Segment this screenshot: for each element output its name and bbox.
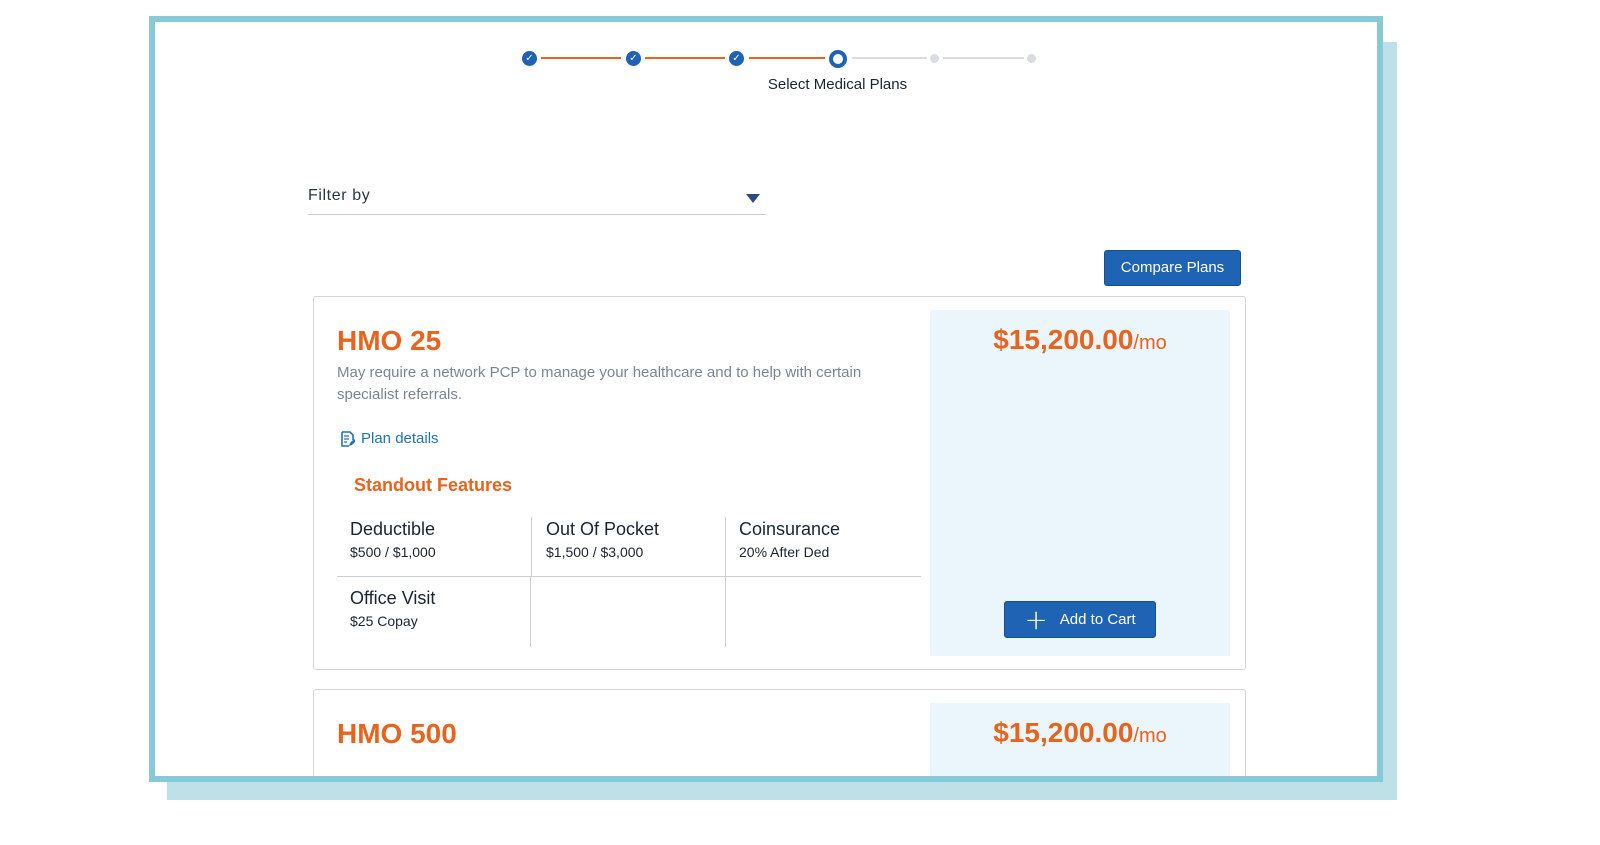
feature-value: $500 / $1,000	[350, 544, 436, 560]
feature-value: 20% After Ded	[739, 544, 830, 560]
feature-divider	[725, 517, 726, 577]
step-1-check-icon[interactable]: ✓	[522, 51, 537, 66]
feature-row-divider	[337, 576, 921, 577]
add-to-cart-label: Add to Cart	[1059, 611, 1136, 628]
plan-details-link[interactable]: Plan details	[341, 430, 439, 447]
price-panel: $15,200.00/mo	[930, 703, 1230, 776]
progress-stepper: ✓ ✓ ✓ Select Medical Plans	[155, 22, 1377, 112]
plan-card: HMO 25 May require a network PCP to mana…	[313, 296, 1246, 670]
step-3-check-icon[interactable]: ✓	[729, 51, 744, 66]
step-connector-2	[645, 57, 725, 59]
caret-down-icon[interactable]	[746, 194, 760, 203]
feature-value: $1,500 / $3,000	[546, 544, 644, 560]
feature-out-of-pocket: Out Of Pocket $1,500 / $3,000	[533, 517, 727, 577]
document-edit-icon	[341, 430, 355, 447]
plan-name: HMO 500	[337, 718, 457, 749]
feature-divider	[531, 517, 532, 577]
feature-name: Out Of Pocket	[546, 519, 660, 539]
plan-description: May require a network PCP to manage your…	[337, 364, 862, 403]
step-6-dot-icon	[1027, 54, 1036, 63]
filter-label: Filter by	[308, 187, 371, 204]
plan-name: HMO 25	[337, 325, 442, 356]
step-connector-3	[749, 57, 825, 59]
plan-card: HMO 500 $15,200.00/mo	[313, 689, 1246, 776]
screenshot-frame: ✓ ✓ ✓ Select Medical Plans Filter by Com…	[149, 16, 1383, 782]
step-connector-1	[541, 57, 621, 59]
plan-price: $15,200.00/mo	[930, 324, 1230, 356]
feature-divider	[725, 577, 726, 647]
plan-price: $15,200.00/mo	[930, 717, 1230, 749]
step-connector-4	[852, 57, 927, 59]
step-4-current-icon	[829, 50, 847, 68]
feature-deductible: Deductible $500 / $1,000	[337, 517, 531, 577]
price-amount: $15,200.00	[993, 717, 1134, 748]
features-grid: Deductible $500 / $1,000 Out Of Pocket $…	[337, 517, 921, 647]
feature-divider	[530, 577, 531, 647]
step-2-check-icon[interactable]: ✓	[626, 51, 641, 66]
price-amount: $15,200.00	[993, 324, 1134, 355]
step-5-dot-icon	[930, 54, 939, 63]
compare-plans-button[interactable]: Compare Plans	[1104, 250, 1241, 286]
price-panel: $15,200.00/mo + Add to Cart	[930, 310, 1230, 656]
price-unit: /mo	[1133, 725, 1167, 747]
feature-coinsurance: Coinsurance 20% After Ded	[726, 517, 920, 577]
feature-name: Office Visit	[350, 588, 436, 608]
feature-value: $25 Copay	[350, 613, 418, 629]
feature-name: Coinsurance	[739, 519, 841, 539]
plus-icon: +	[1024, 602, 1048, 636]
add-to-cart-button[interactable]: + Add to Cart	[1004, 601, 1156, 638]
price-unit: /mo	[1133, 332, 1167, 354]
feature-name: Deductible	[350, 519, 436, 539]
plan-details-label[interactable]: Plan details	[361, 430, 439, 447]
filter-dropdown[interactable]: Filter by	[308, 184, 766, 215]
feature-office-visit: Office Visit $25 Copay	[337, 586, 531, 646]
step-connector-5	[943, 57, 1024, 59]
current-step-label: Select Medical Plans	[767, 76, 908, 93]
standout-features-title: Standout Features	[354, 475, 513, 495]
